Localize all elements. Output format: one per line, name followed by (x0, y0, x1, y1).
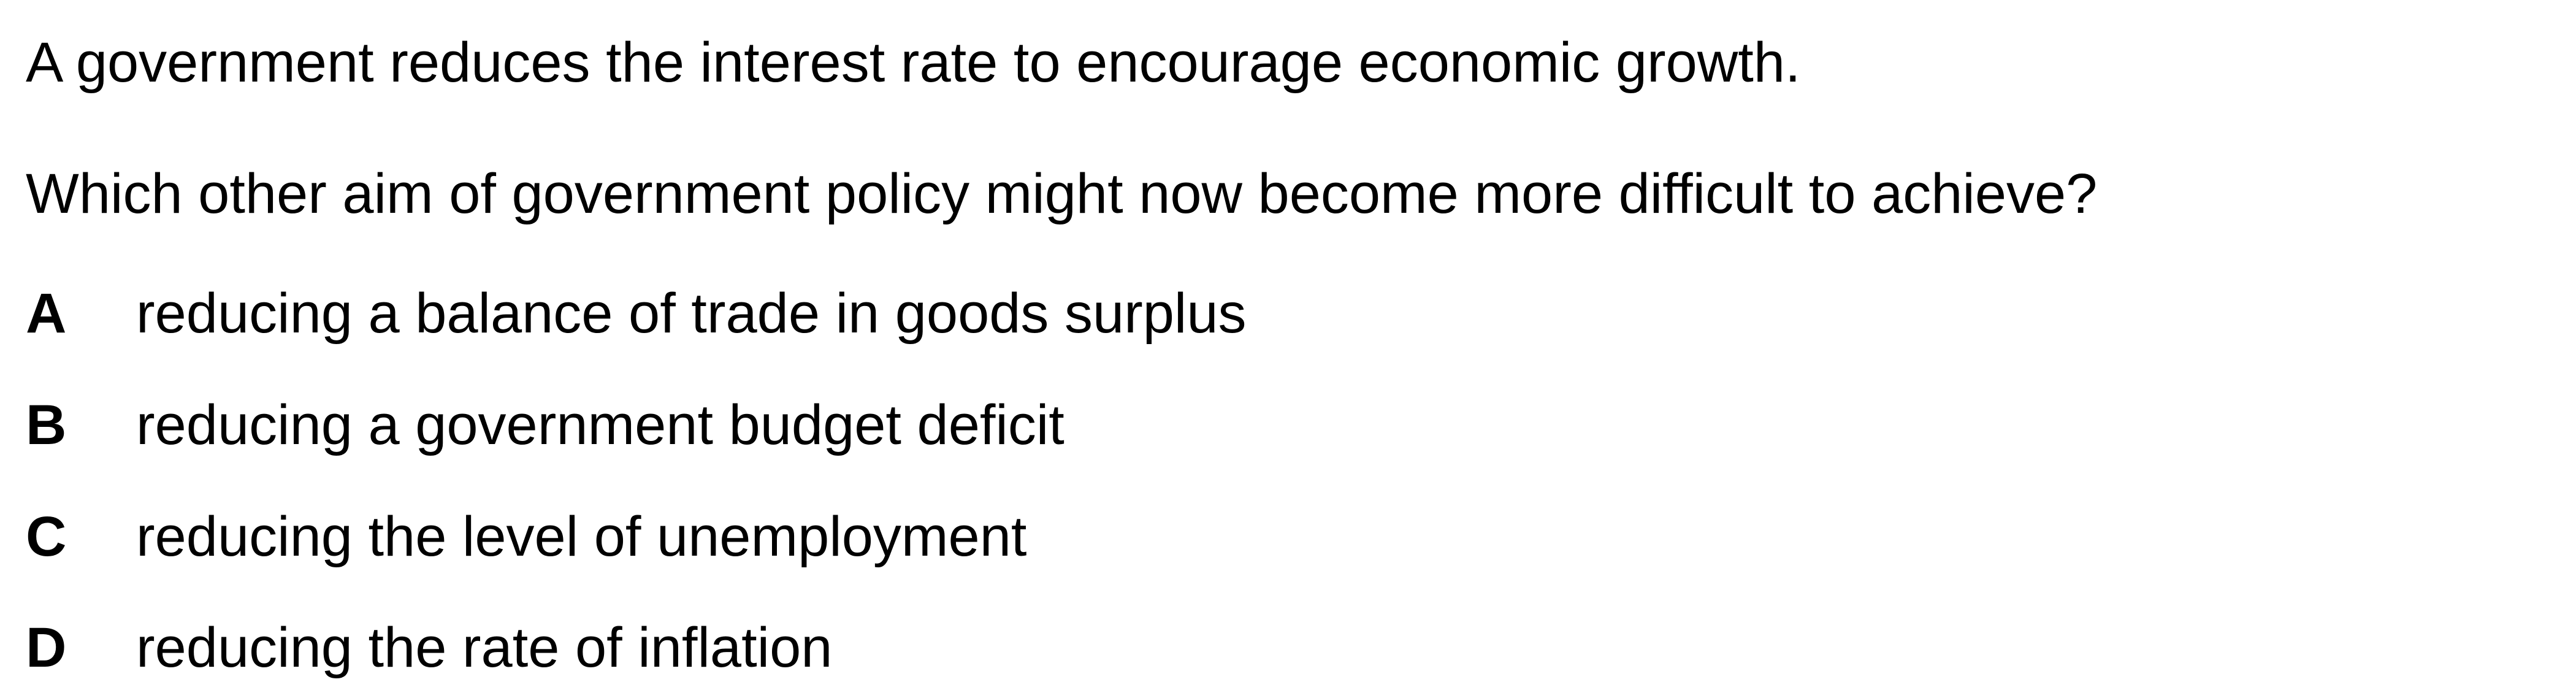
option-text: reducing the level of unemployment (136, 505, 1027, 568)
option-text: reducing a balance of trade in goods sur… (136, 282, 1247, 345)
option-letter: D (26, 616, 67, 679)
option-text: reducing the rate of inflation (136, 616, 833, 679)
option-letter: C (26, 505, 67, 568)
option-text: reducing a government budget deficit (136, 394, 1064, 456)
option-letter: B (26, 394, 67, 456)
question-stem: A government reduces the interest rate t… (26, 31, 1801, 94)
option-letter: A (26, 282, 67, 345)
question-prompt: Which other aim of government policy mig… (26, 163, 2098, 225)
